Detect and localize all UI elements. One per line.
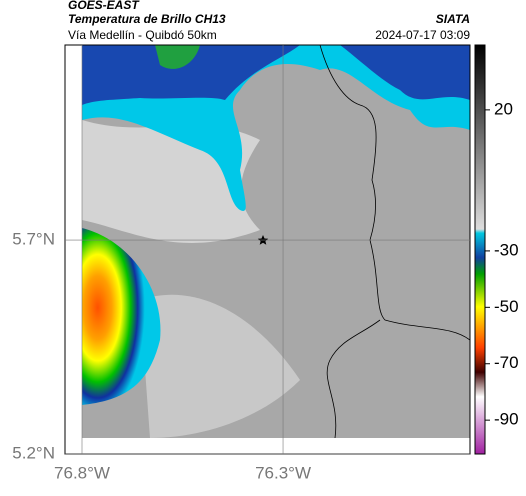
source: SIATA [436,12,470,26]
location: Vía Medellín - Quibdó 50km [68,28,217,42]
colorbar-tick-label: -50 [494,297,519,316]
datetime: 2024-07-17 03:09 [375,28,470,42]
colorbar-tick-label: -70 [494,353,519,372]
colorbar-tick-label: -30 [494,240,519,259]
subtitle: Temperatura de Brillo CH13 [68,12,226,26]
satellite-image [82,45,470,438]
colorbar-tick-label: -90 [494,410,519,429]
lon-tick-label: 76.3°W [255,463,311,482]
colorbar [474,44,486,455]
lat-tick-label: 5.7°N [12,230,55,249]
lon-tick-label: 76.8°W [54,463,110,482]
title: GOES-EAST [68,0,140,12]
lat-tick-label: 5.2°N [12,443,55,462]
colorbar-tick-label: 20 [494,99,513,118]
